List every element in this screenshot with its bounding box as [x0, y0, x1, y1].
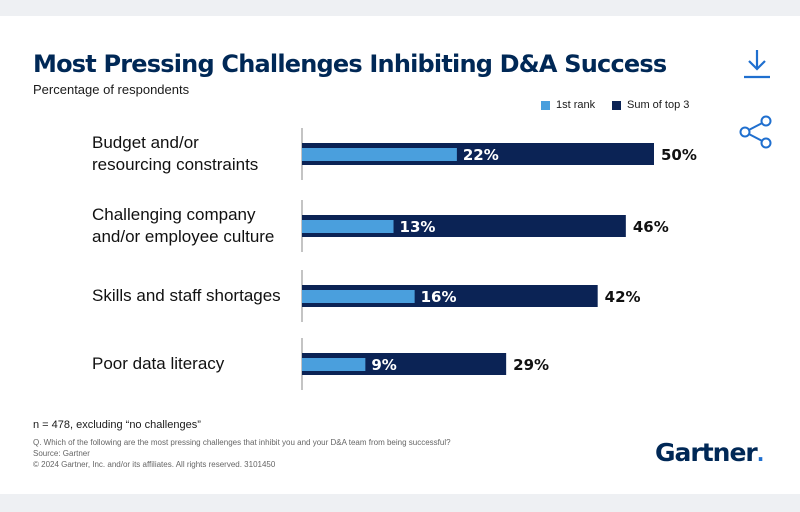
data-label-first-rank: 9%: [371, 356, 396, 374]
share-icon[interactable]: [738, 115, 774, 149]
download-icon[interactable]: [740, 46, 774, 80]
category-label: Skills and staff shortages: [92, 286, 281, 305]
data-label-first-rank: 13%: [400, 218, 436, 236]
category-label: Poor data literacy: [92, 354, 225, 373]
bar-first-rank: [302, 220, 394, 233]
sample-size-note: n = 478, excluding “no challenges”: [33, 419, 201, 431]
legend-item-first-rank: 1st rank: [541, 99, 595, 111]
legend-swatch-first-rank: [541, 100, 550, 110]
category-label: resourcing constraints: [92, 155, 258, 174]
data-label-first-rank: 22%: [463, 146, 499, 164]
source-note: Source: Gartner: [33, 449, 90, 458]
category-label: Challenging company: [92, 205, 256, 224]
bar-first-rank: [302, 358, 366, 371]
logo-dot: .: [756, 442, 765, 466]
data-label-sum-top3: 50%: [661, 146, 697, 164]
data-label-sum-top3: 29%: [513, 356, 549, 374]
bar-first-rank: [302, 148, 457, 161]
top-band: [0, 0, 800, 16]
legend-item-sum-top3: Sum of top 3: [612, 99, 689, 111]
survey-question: Q. Which of the following are the most p…: [33, 438, 451, 447]
page-title: Most Pressing Challenges Inhibiting D&A …: [33, 50, 667, 78]
logo-text: Gartner: [655, 438, 758, 467]
gartner-logo: Gartner.: [655, 438, 765, 467]
bar-first-rank: [302, 290, 415, 303]
chart-subtitle: Percentage of respondents: [33, 82, 190, 97]
copyright-note: © 2024 Gartner, Inc. and/or its affiliat…: [33, 460, 276, 469]
category-label: Budget and/or: [92, 133, 199, 152]
legend-label-first-rank: 1st rank: [556, 99, 596, 111]
category-label: and/or employee culture: [92, 227, 274, 246]
data-label-first-rank: 16%: [421, 288, 457, 306]
legend-label-sum-top3: Sum of top 3: [627, 99, 690, 111]
bottom-band: [0, 494, 800, 512]
data-label-sum-top3: 46%: [633, 218, 669, 236]
data-label-sum-top3: 42%: [605, 288, 641, 306]
legend-swatch-sum-top3: [612, 100, 621, 110]
